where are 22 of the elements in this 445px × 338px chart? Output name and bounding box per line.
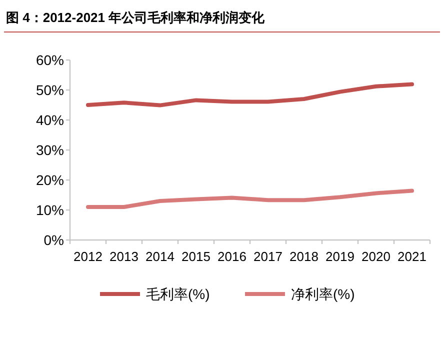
legend-label: 毛利率(%) bbox=[146, 286, 210, 302]
x-tick-label: 2017 bbox=[254, 249, 282, 264]
y-tick-label: 60% bbox=[36, 52, 64, 68]
y-tick-label: 40% bbox=[36, 112, 64, 128]
line-series bbox=[86, 188, 414, 209]
y-tick-label: 50% bbox=[36, 82, 64, 98]
chart-title: 图 4：2012-2021 年公司毛利率和净利润变化 bbox=[6, 10, 266, 25]
legend-label: 净利率(%) bbox=[291, 286, 355, 302]
y-tick-label: 20% bbox=[36, 172, 64, 188]
x-tick-label: 2014 bbox=[146, 249, 174, 264]
x-tick-label: 2015 bbox=[182, 249, 210, 264]
x-tick-label: 2012 bbox=[74, 249, 102, 264]
x-tick-label: 2013 bbox=[110, 249, 138, 264]
y-tick-label: 0% bbox=[44, 232, 64, 248]
line-series bbox=[86, 82, 414, 108]
y-tick-label: 10% bbox=[36, 202, 64, 218]
x-tick-label: 2016 bbox=[218, 249, 246, 264]
x-tick-label: 2019 bbox=[326, 249, 354, 264]
x-tick-label: 2018 bbox=[290, 249, 318, 264]
x-tick-label: 2021 bbox=[398, 249, 426, 264]
y-tick-label: 30% bbox=[36, 142, 64, 158]
x-tick-label: 2020 bbox=[362, 249, 390, 264]
